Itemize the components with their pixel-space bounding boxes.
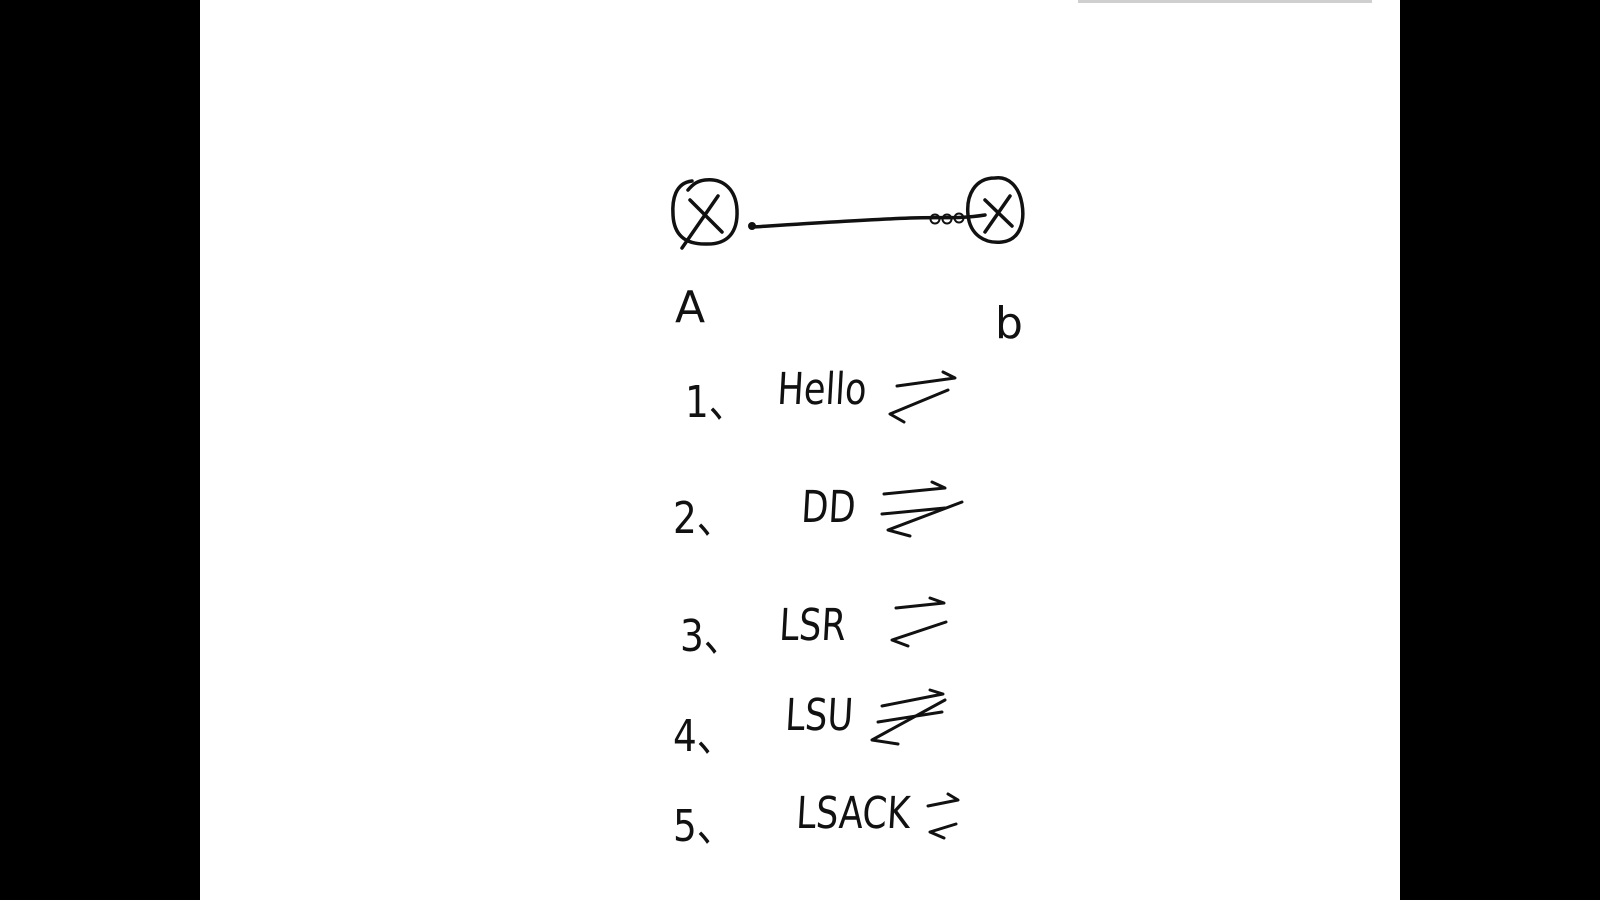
router-a-icon	[671, 178, 739, 250]
top-toolbar-edge	[1078, 0, 1372, 3]
exchange-arrow-icon	[890, 596, 948, 648]
whiteboard-canvas	[200, 0, 1400, 900]
step-2-number: 2、	[673, 493, 735, 544]
router-a-label: A	[675, 282, 706, 333]
step-4-number: 4、	[673, 711, 735, 762]
step-1-number: 1、	[685, 377, 747, 428]
router-b-label: b	[995, 298, 1023, 349]
step-4-message: LSU	[784, 690, 855, 741]
exchange-arrow-icon	[880, 480, 964, 538]
step-2-message: DD	[800, 482, 858, 533]
step-1-message: Hello	[776, 364, 869, 415]
exchange-arrow-icon	[926, 792, 960, 840]
exchange-arrow-icon	[870, 688, 947, 746]
step-3-message: LSR	[778, 600, 848, 651]
router-b-icon	[966, 176, 1025, 244]
step-3-number: 3、	[680, 611, 742, 662]
exchange-arrow-icon	[888, 370, 957, 424]
step-5-message: LSACK	[795, 788, 912, 839]
step-5-number: 5、	[673, 801, 735, 852]
link-line	[748, 212, 987, 230]
